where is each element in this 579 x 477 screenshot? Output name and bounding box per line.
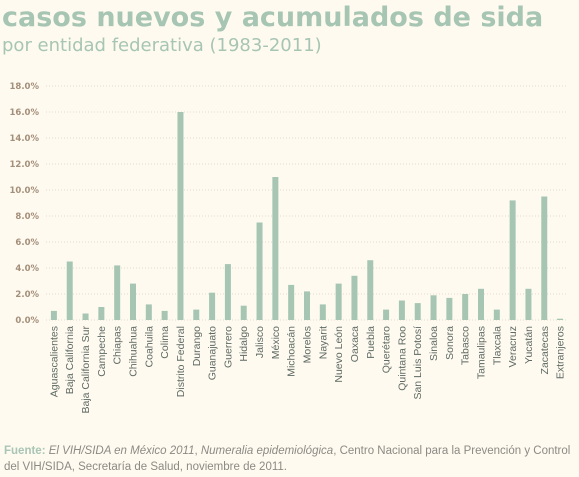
y-axis-ticks: 0.0% 2.0% 4.0% 6.0% 8.0% 10.0% 12.0% 14.0% 16.0%… <box>10 82 40 326</box>
x-category-label: Tamaulipas <box>476 326 488 379</box>
bar <box>541 196 548 320</box>
source-separator: , <box>194 445 201 457</box>
bar <box>462 294 469 320</box>
x-category-label: Querétaro <box>381 326 393 373</box>
x-category-label: Sonora <box>444 326 456 360</box>
y-tick-label: 4.0% <box>15 264 39 274</box>
bar <box>509 200 516 320</box>
bar <box>557 318 564 320</box>
x-category-label: Yucatán <box>523 326 535 364</box>
x-category-label: Veracruz <box>507 326 519 367</box>
source-note: Fuente: El VIH/SIDA en México 2011, Nume… <box>4 443 574 475</box>
bar <box>398 300 405 320</box>
source-rest: , Centro Nacional para la Prevención y C… <box>4 445 571 473</box>
bar <box>446 297 453 320</box>
y-tick-label: 6.0% <box>15 238 39 248</box>
y-tick-label: 8.0% <box>15 212 39 222</box>
y-tick-label: 16.0% <box>10 108 40 118</box>
bar <box>367 260 374 320</box>
bar <box>209 292 216 320</box>
bar <box>335 283 342 320</box>
x-category-label: Extranjeros <box>555 326 567 379</box>
y-tick-label: 2.0% <box>15 290 39 300</box>
x-category-label: Distrito Federal <box>175 326 187 397</box>
y-tick-label: 14.0% <box>10 134 40 144</box>
bar <box>304 291 310 320</box>
bar <box>240 305 247 320</box>
gridlines <box>46 85 568 321</box>
bar <box>319 304 326 320</box>
x-category-label: Guanajuato <box>207 326 219 380</box>
bar <box>224 264 231 320</box>
source-publication-2: Numeralia epidemiológica <box>200 445 334 457</box>
x-category-label: Michoacán <box>286 326 298 377</box>
x-category-label: Nayarit <box>317 326 329 359</box>
x-category-label: Guerrero <box>222 326 234 368</box>
x-category-label: Hidalgo <box>238 326 250 362</box>
bar <box>82 313 89 320</box>
x-category-label: Baja California <box>64 326 76 394</box>
x-category-label: Morelos <box>302 326 314 363</box>
bar <box>478 288 484 320</box>
x-category-label: Colima <box>159 326 171 359</box>
bar <box>130 283 136 320</box>
x-category-label: Coahuila <box>143 326 155 368</box>
x-category-label: Oaxaca <box>349 326 361 362</box>
x-category-label: Campeche <box>96 326 108 377</box>
x-axis-categories: Aguascalientes Baja California Baja Califo… <box>48 326 566 414</box>
bar <box>493 309 500 320</box>
x-category-label: Sinaloa <box>428 326 440 361</box>
x-category-label: Tabasco <box>460 326 472 365</box>
bar <box>161 310 168 320</box>
y-tick-label: 0.0% <box>15 316 39 326</box>
x-category-label: México <box>270 326 282 359</box>
bar <box>66 261 73 320</box>
chart-title: casos nuevos y acumulados de sida <box>2 2 544 33</box>
bar <box>193 309 200 320</box>
x-category-label: Nuevo León <box>333 326 345 383</box>
x-category-label: San Luis Potosí <box>412 326 424 400</box>
source-label: Fuente: <box>4 445 46 457</box>
y-tick-label: 10.0% <box>10 186 40 196</box>
x-category-label: Quintana Roo <box>396 326 408 391</box>
bar <box>272 177 279 320</box>
x-category-label: Durango <box>191 326 203 366</box>
bar-chart: 0.0% 2.0% 4.0% 6.0% 8.0% 10.0% 12.0% 14.0% 16.0%… <box>10 82 568 414</box>
bars <box>50 112 564 320</box>
chart-subtitle: por entidad federativa (1983-2011) <box>2 35 322 56</box>
bar <box>414 303 421 320</box>
bar <box>256 222 263 320</box>
x-category-label: Chihuahua <box>128 326 140 377</box>
x-category-label: Tlaxcala <box>491 326 503 365</box>
bar <box>98 307 105 320</box>
bar <box>177 112 184 320</box>
bar <box>145 304 152 320</box>
x-category-label: Puebla <box>365 326 377 359</box>
bar <box>383 309 390 320</box>
x-category-label: Jalisco <box>254 326 266 358</box>
bar <box>114 265 121 320</box>
source-publication-1: El VIH/SIDA en México 2011 <box>48 445 195 457</box>
x-category-label: Baja California Sur <box>80 326 92 414</box>
bar <box>288 284 295 320</box>
bar <box>525 288 532 320</box>
bar <box>50 310 57 320</box>
y-tick-label: 18.0% <box>10 82 40 92</box>
x-category-label: Chiapas <box>112 326 124 365</box>
bar <box>430 295 437 320</box>
x-category-label: Zacatecas <box>539 326 551 374</box>
y-tick-label: 12.0% <box>10 160 40 170</box>
x-category-label: Aguascalientes <box>48 326 60 397</box>
bar <box>351 275 358 320</box>
